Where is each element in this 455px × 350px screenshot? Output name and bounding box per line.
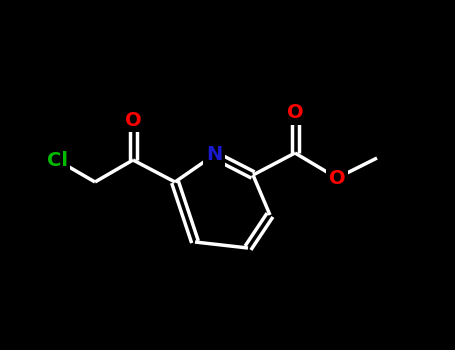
Text: N: N (206, 146, 222, 164)
Text: O: O (329, 168, 345, 188)
Text: O: O (287, 104, 303, 122)
Text: O: O (125, 111, 142, 130)
Text: Cl: Cl (46, 150, 67, 169)
